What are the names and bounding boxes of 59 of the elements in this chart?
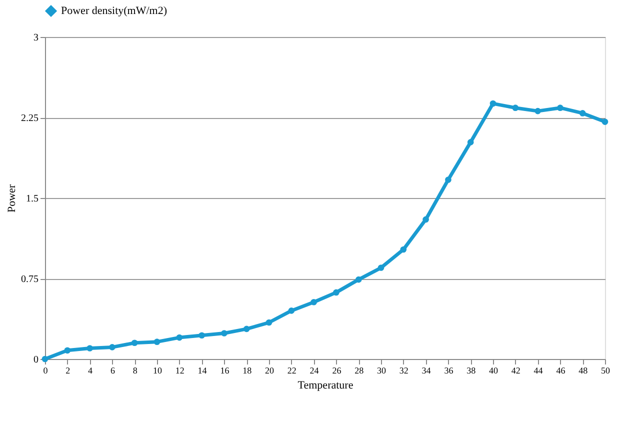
- legend-label: Power density(mW/m2): [61, 5, 168, 17]
- point: [378, 264, 384, 271]
- point: [579, 110, 586, 116]
- point: [243, 326, 250, 332]
- x-tick-label: 20: [265, 366, 274, 376]
- x-tick-label: 40: [489, 366, 498, 376]
- x-tick-label: 2: [66, 366, 70, 376]
- point: [64, 347, 71, 354]
- y-tick-label: 0: [34, 354, 38, 366]
- x-tick-label: 32: [399, 366, 408, 376]
- x-tick-label: 14: [198, 366, 208, 376]
- x-tick-label: 38: [466, 366, 476, 376]
- x-tick-label: 10: [153, 366, 162, 376]
- y-tick-label: 3: [34, 32, 38, 44]
- x-tick-label: 6: [110, 366, 116, 376]
- x-tick-label: 12: [175, 366, 184, 376]
- x-axis-title: Temperature: [298, 380, 354, 392]
- point: [266, 319, 272, 326]
- point: [422, 216, 429, 223]
- x-tick-label: 26: [332, 366, 342, 376]
- point: [131, 340, 138, 346]
- point: [355, 276, 362, 283]
- point: [512, 104, 519, 111]
- point: [333, 289, 340, 296]
- x-tick-label: 50: [601, 366, 610, 376]
- point: [310, 298, 317, 306]
- x-tick-label: 18: [242, 366, 252, 376]
- x-tick-label: 36: [444, 366, 454, 376]
- x-tick-label: 46: [556, 366, 566, 376]
- point: [109, 344, 116, 350]
- point: [154, 338, 160, 345]
- point: [445, 176, 452, 183]
- point: [400, 246, 407, 253]
- x-tick-label: 16: [220, 366, 230, 376]
- x-tick-label: 28: [354, 366, 364, 376]
- x-tick-label: 0: [43, 366, 48, 376]
- x-tick-label: 42: [511, 366, 520, 376]
- y-tick-label: 0.75: [21, 274, 38, 285]
- x-tick-label: 4: [88, 366, 94, 376]
- point: [288, 308, 295, 314]
- x-tick-label: 34: [422, 366, 432, 376]
- point: [490, 100, 496, 107]
- point: [467, 139, 474, 146]
- point: [534, 108, 541, 114]
- x-tick-label: 24: [310, 366, 320, 376]
- x-tick-label: 8: [132, 366, 138, 376]
- x-tick-label: 48: [578, 366, 588, 376]
- point: [198, 332, 205, 339]
- y-tick-label: 2.25: [21, 113, 38, 124]
- x-tick-label: 30: [377, 366, 386, 376]
- y-tick-label: 1.5: [26, 194, 38, 204]
- point: [176, 334, 183, 341]
- point: [86, 345, 93, 352]
- point: [557, 104, 564, 111]
- point: [221, 330, 228, 336]
- x-tick-label: 22: [287, 366, 296, 376]
- x-tick-label: 44: [534, 366, 544, 376]
- point: [602, 118, 608, 125]
- y-axis-title: Power: [6, 184, 18, 213]
